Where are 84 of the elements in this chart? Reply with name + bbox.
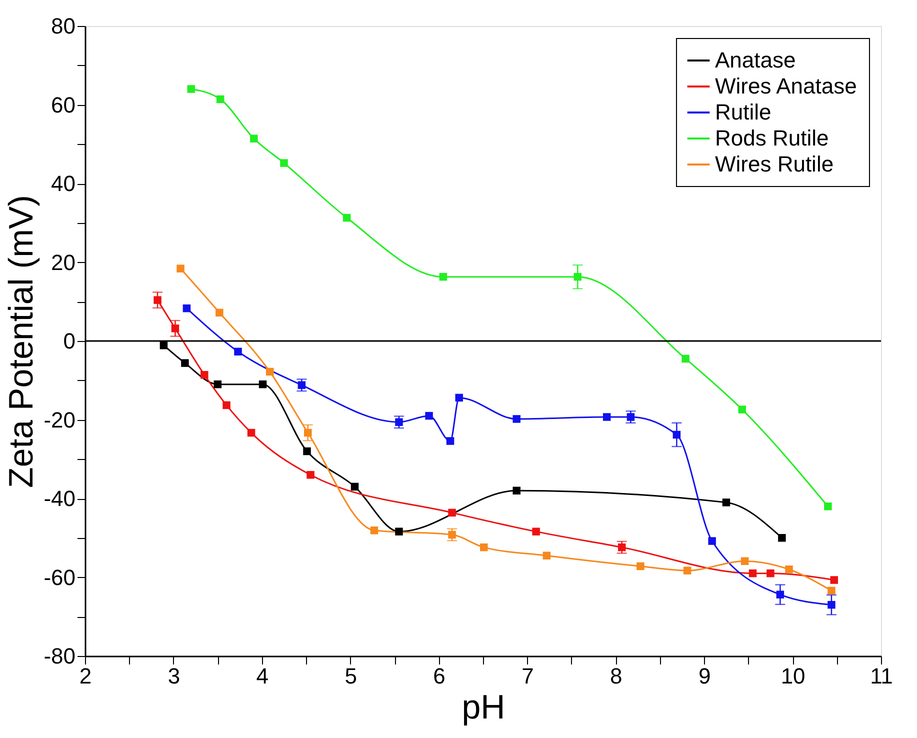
point <box>778 534 786 542</box>
point <box>574 272 582 281</box>
point <box>682 354 690 363</box>
point <box>182 304 191 312</box>
y-tick-label: -80 <box>44 644 76 668</box>
y-tick-label: 40 <box>51 171 76 196</box>
point <box>785 566 793 574</box>
point <box>740 557 749 565</box>
point <box>216 308 224 317</box>
x-tick-label: 8 <box>610 664 622 688</box>
point <box>708 537 716 545</box>
point <box>298 381 306 389</box>
point <box>171 324 180 332</box>
point <box>672 430 681 439</box>
point <box>234 348 242 356</box>
point <box>181 359 189 367</box>
point <box>512 415 520 423</box>
point <box>602 413 611 421</box>
y-tick-label: -60 <box>44 564 76 590</box>
point <box>154 296 162 304</box>
point <box>738 406 746 414</box>
x-tick-label: 6 <box>433 664 446 688</box>
point <box>258 380 267 388</box>
point <box>370 526 378 534</box>
point <box>532 528 540 536</box>
point <box>247 428 256 437</box>
legend-label: Rods Rutile <box>715 126 829 150</box>
point <box>395 528 403 536</box>
point <box>683 566 692 574</box>
point <box>306 471 314 479</box>
point <box>512 486 520 494</box>
point <box>448 530 456 539</box>
x-tick-label: 5 <box>344 664 357 688</box>
point <box>250 134 258 142</box>
point <box>626 413 635 421</box>
point <box>542 552 551 560</box>
point <box>824 502 832 510</box>
point <box>480 543 488 552</box>
point <box>222 401 230 410</box>
x-axis-title: pH <box>462 688 506 726</box>
point <box>342 214 351 222</box>
point <box>828 586 836 595</box>
point <box>350 482 359 491</box>
point <box>766 569 774 578</box>
y-tick-label: 80 <box>51 14 76 38</box>
point <box>187 85 196 93</box>
point <box>636 562 644 570</box>
point <box>446 437 454 445</box>
y-tick-label: 0 <box>63 328 76 354</box>
point <box>439 272 448 281</box>
x-tick-label: 2 <box>79 664 92 688</box>
legend-label: Rutile <box>715 100 772 124</box>
point <box>216 95 224 104</box>
point <box>280 159 288 167</box>
point <box>303 447 311 456</box>
y-tick-label: 20 <box>51 250 76 275</box>
y-tick-label: -40 <box>44 486 76 511</box>
point <box>455 394 463 402</box>
legend-label: Wires Anatase <box>715 74 857 98</box>
x-tick-label: 7 <box>522 664 534 688</box>
legend-label: Wires Rutile <box>715 152 834 176</box>
point <box>830 576 838 584</box>
point <box>266 368 274 376</box>
point <box>214 380 222 388</box>
y-tick-label: 60 <box>51 92 76 118</box>
point <box>200 370 208 379</box>
point <box>176 264 184 272</box>
x-tick-label: 4 <box>256 664 269 688</box>
point <box>425 412 433 420</box>
y-axis-title: Zeta Potential (mV) <box>2 195 41 488</box>
point <box>304 428 312 437</box>
point <box>748 569 757 578</box>
x-tick-label: 10 <box>780 664 806 688</box>
x-tick-label: 11 <box>870 664 893 688</box>
x-tick-label: 3 <box>168 664 180 688</box>
point <box>618 543 626 552</box>
point <box>828 600 836 609</box>
point <box>395 418 403 426</box>
x-tick-label: 9 <box>698 664 711 688</box>
point <box>448 508 456 517</box>
legend-label: Anatase <box>715 48 796 72</box>
point <box>722 498 730 506</box>
point <box>776 590 784 598</box>
y-tick-label: -20 <box>44 407 76 432</box>
